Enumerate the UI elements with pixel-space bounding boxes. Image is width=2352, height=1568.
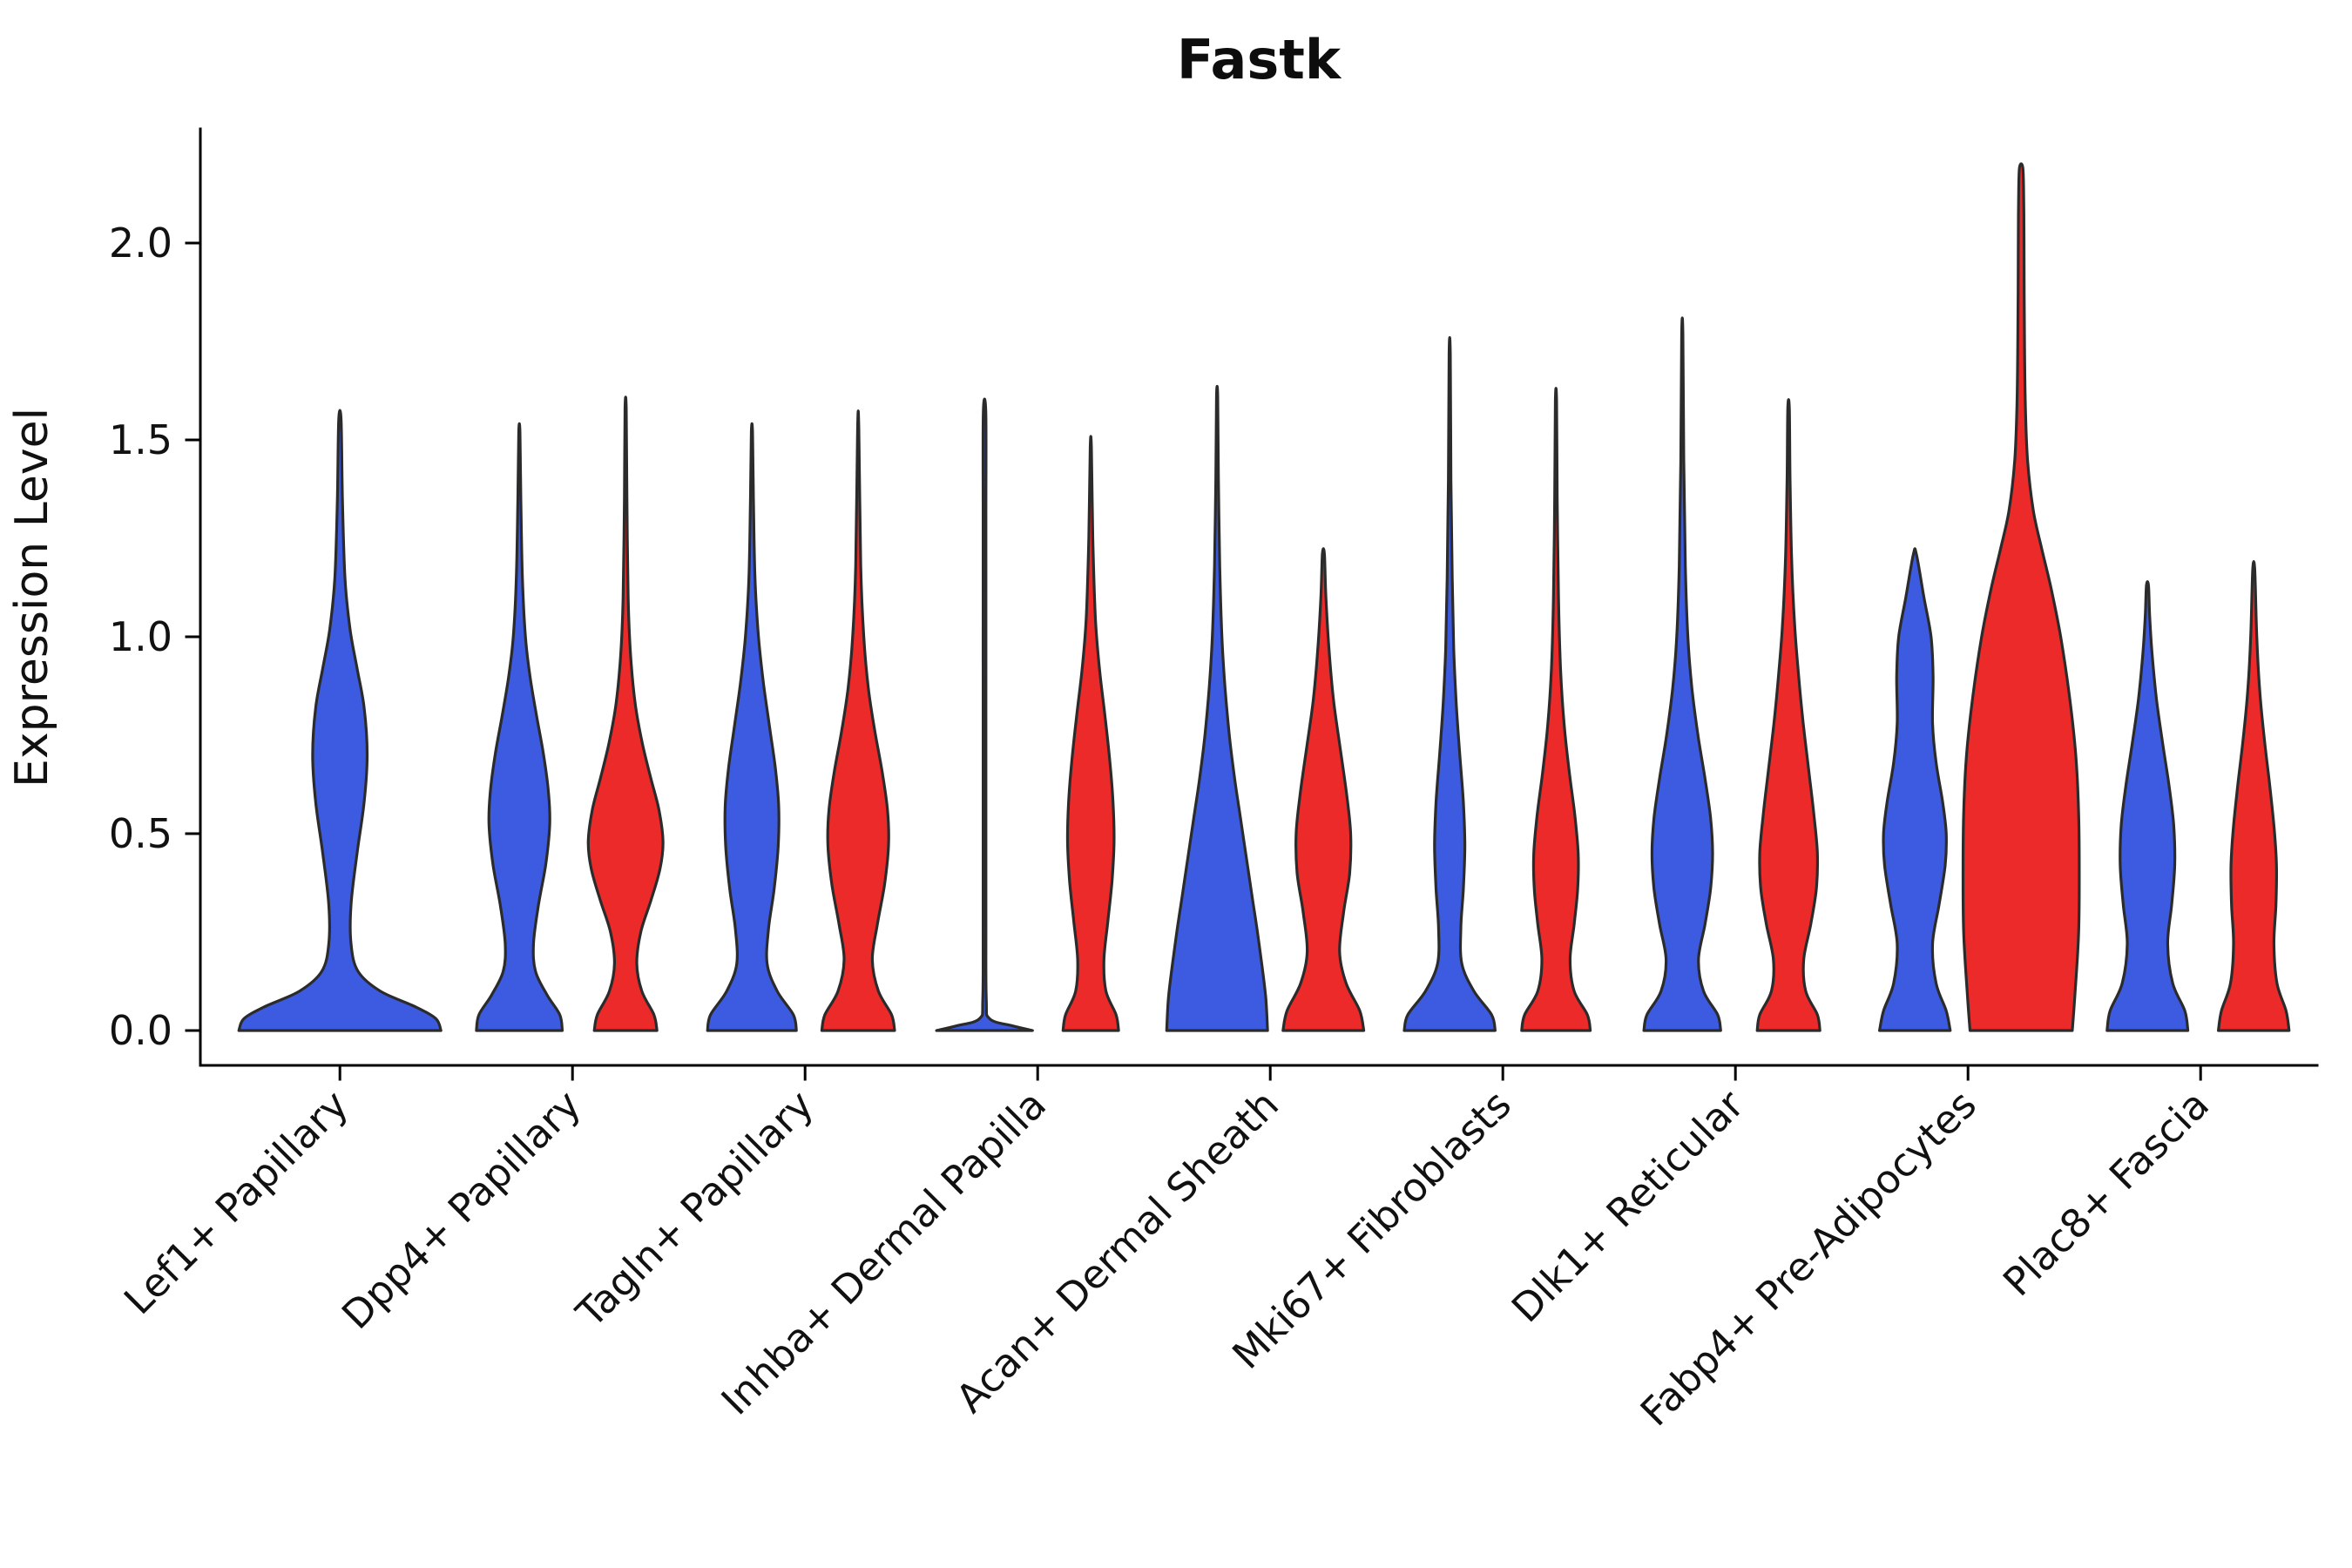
violin-6-blue bbox=[1642, 316, 1722, 1032]
violin-2-blue bbox=[706, 422, 798, 1032]
y-tick-label: 2.0 bbox=[109, 220, 172, 267]
y-tick-label: 0.0 bbox=[109, 1007, 172, 1054]
x-tick-label: Dlk1+ Reticular bbox=[1503, 1081, 1753, 1331]
x-tick-label: Dpp4+ Papillary bbox=[333, 1081, 590, 1338]
violin-7-blue bbox=[1878, 547, 1952, 1032]
violin-8-red bbox=[2217, 559, 2291, 1032]
chart-title: Fastk bbox=[1177, 28, 1342, 91]
violin-8-blue bbox=[2105, 580, 2190, 1032]
y-tick-label: 0.5 bbox=[109, 810, 172, 857]
violin-0-blue bbox=[237, 409, 443, 1032]
violin-1-red bbox=[586, 395, 665, 1032]
violin-6-red bbox=[1755, 398, 1821, 1032]
violin-3-red bbox=[1061, 435, 1120, 1032]
y-tick-label: 1.5 bbox=[109, 416, 172, 463]
x-tick-label: Plac8+ Fascia bbox=[1994, 1081, 2218, 1305]
y-tick-label: 1.0 bbox=[109, 613, 172, 660]
violin-4-blue bbox=[1165, 384, 1269, 1032]
y-axis-label: Expression Level bbox=[6, 408, 58, 787]
violin-7-red bbox=[1961, 162, 2081, 1032]
violin-5-red bbox=[1520, 387, 1592, 1032]
violin-3-blue bbox=[935, 397, 1034, 1032]
violin-2-red bbox=[820, 409, 896, 1032]
x-tick-label: Tagln+ Papillary bbox=[567, 1081, 822, 1336]
violin-1-blue bbox=[475, 422, 564, 1032]
violin-5-blue bbox=[1402, 335, 1497, 1032]
violin-4-red bbox=[1281, 547, 1366, 1032]
x-tick-label: Lef1+ Papillary bbox=[115, 1081, 357, 1323]
